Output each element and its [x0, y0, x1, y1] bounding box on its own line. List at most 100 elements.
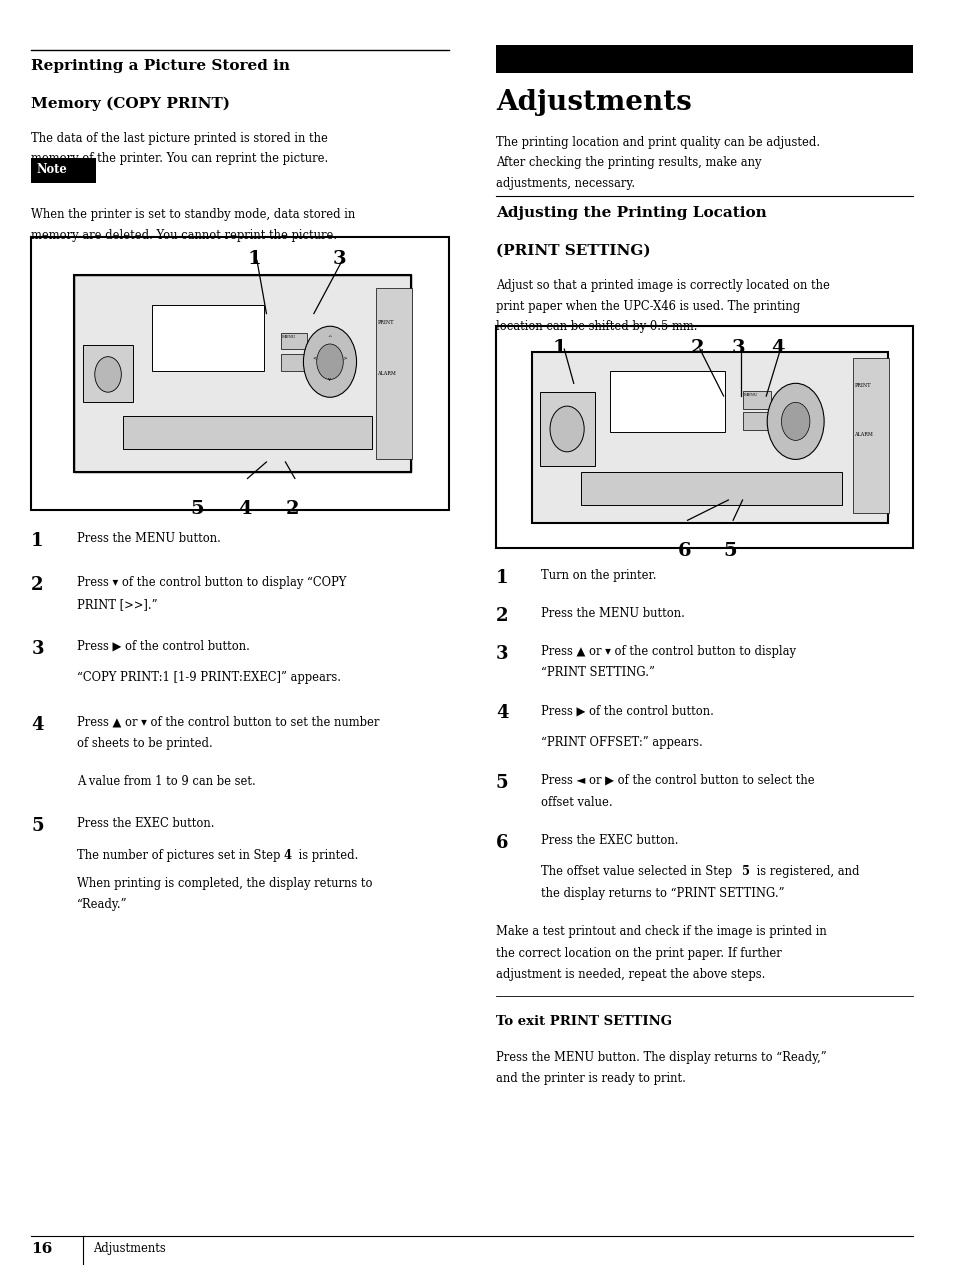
Bar	[741, 391, 770, 409]
Text: v: v	[327, 377, 330, 382]
Text: 4: 4	[496, 705, 508, 722]
Bar	[31, 158, 95, 183]
Bar	[123, 417, 372, 450]
Text: <: <	[312, 357, 316, 362]
Text: Press ▶ of the control button.: Press ▶ of the control button.	[541, 705, 714, 717]
Text: print paper when the UPC-X46 is used. The printing: print paper when the UPC-X46 is used. Th…	[496, 299, 800, 312]
Text: Adjusting the Printing Location: Adjusting the Printing Location	[496, 205, 766, 219]
Text: 5: 5	[31, 817, 44, 836]
Text: 2: 2	[496, 606, 508, 624]
Text: Reprinting a Picture Stored in: Reprinting a Picture Stored in	[31, 59, 290, 73]
Text: Press ▲ or ▾ of the control button to display: Press ▲ or ▾ of the control button to di…	[541, 645, 796, 657]
Text: 2: 2	[690, 339, 703, 357]
Circle shape	[766, 383, 823, 460]
Text: Adjustments: Adjustments	[92, 1242, 166, 1255]
Bar	[31, 237, 448, 510]
Text: The printing location and print quality can be adjusted.: The printing location and print quality …	[496, 136, 820, 149]
Text: adjustments, necessary.: adjustments, necessary.	[496, 177, 635, 190]
Bar	[532, 352, 886, 522]
Text: “Ready.”: “Ready.”	[76, 898, 127, 911]
Circle shape	[94, 357, 121, 392]
Bar	[496, 326, 912, 548]
Circle shape	[303, 326, 356, 397]
Text: 1: 1	[31, 531, 44, 549]
Text: “COPY PRINT:1 [1-9 PRINT:EXEC]” appears.: “COPY PRINT:1 [1-9 PRINT:EXEC]” appears.	[76, 671, 340, 684]
Text: is printed.: is printed.	[294, 848, 358, 861]
Bar	[280, 333, 307, 349]
Text: 3: 3	[730, 339, 744, 357]
Circle shape	[316, 344, 343, 380]
Text: ALARM: ALARM	[377, 371, 395, 376]
Circle shape	[550, 406, 583, 452]
Text: The data of the last picture printed is stored in the: The data of the last picture printed is …	[31, 132, 328, 145]
Text: To exit PRINT SETTING: To exit PRINT SETTING	[496, 1015, 671, 1028]
Text: Adjustments: Adjustments	[496, 89, 691, 116]
Text: 5: 5	[740, 865, 749, 878]
Text: Adjust so that a printed image is correctly located on the: Adjust so that a printed image is correc…	[496, 279, 829, 292]
Text: 4: 4	[237, 499, 252, 519]
Text: 1: 1	[553, 339, 566, 357]
Circle shape	[781, 403, 809, 441]
Text: Press the EXEC button.: Press the EXEC button.	[541, 833, 679, 847]
Text: 16: 16	[31, 1242, 52, 1256]
Bar	[609, 371, 724, 432]
Text: of sheets to be printed.: of sheets to be printed.	[76, 738, 213, 750]
Bar	[152, 304, 263, 371]
Text: When the printer is set to standby mode, data stored in: When the printer is set to standby mode,…	[31, 208, 355, 222]
Text: 5: 5	[722, 541, 737, 559]
Text: “PRINT SETTING.”: “PRINT SETTING.”	[541, 666, 655, 679]
Text: 4: 4	[31, 716, 44, 734]
Text: 1: 1	[496, 568, 508, 586]
Text: and the printer is ready to print.: and the printer is ready to print.	[496, 1073, 685, 1085]
Text: Press ◄ or ▶ of the control button to select the: Press ◄ or ▶ of the control button to se…	[541, 775, 814, 787]
Text: the display returns to “PRINT SETTING.”: the display returns to “PRINT SETTING.”	[541, 887, 784, 899]
Text: 4: 4	[770, 339, 783, 357]
Text: 3: 3	[496, 645, 508, 662]
Text: MENU: MENU	[281, 335, 295, 339]
Text: 2: 2	[285, 499, 298, 519]
Text: Press the MENU button.: Press the MENU button.	[76, 531, 220, 545]
Text: 1: 1	[247, 250, 261, 268]
Text: (PRINT SETTING): (PRINT SETTING)	[496, 243, 650, 257]
Bar	[741, 413, 770, 431]
Text: Turn on the printer.: Turn on the printer.	[541, 568, 657, 581]
Bar	[496, 45, 912, 73]
Bar	[280, 354, 307, 371]
Text: The number of pictures set in Step: The number of pictures set in Step	[76, 848, 283, 861]
Bar	[83, 345, 132, 403]
Text: Press the EXEC button.: Press the EXEC button.	[76, 817, 214, 831]
Text: Press the MENU button.: Press the MENU button.	[541, 606, 684, 619]
Text: 5: 5	[191, 499, 204, 519]
Text: 4: 4	[283, 848, 292, 861]
Bar	[73, 275, 410, 473]
Text: A value from 1 to 9 can be set.: A value from 1 to 9 can be set.	[76, 776, 255, 789]
Text: When printing is completed, the display returns to: When printing is completed, the display …	[76, 877, 372, 889]
Text: Press ▶ of the control button.: Press ▶ of the control button.	[76, 640, 250, 652]
Bar	[852, 358, 887, 512]
Text: Make a test printout and check if the image is printed in: Make a test printout and check if the im…	[496, 925, 826, 938]
Text: Press ▲ or ▾ of the control button to set the number: Press ▲ or ▾ of the control button to se…	[76, 716, 378, 729]
Text: 6: 6	[678, 541, 691, 559]
Text: Memory (COPY PRINT): Memory (COPY PRINT)	[31, 97, 230, 111]
Bar	[580, 473, 841, 505]
Text: 6: 6	[496, 833, 508, 851]
Text: the correct location on the print paper. If further: the correct location on the print paper.…	[496, 947, 781, 959]
Text: adjustment is needed, repeat the above steps.: adjustment is needed, repeat the above s…	[496, 968, 764, 981]
Text: offset value.: offset value.	[541, 795, 613, 809]
Text: Press ▾ of the control button to display “COPY: Press ▾ of the control button to display…	[76, 576, 346, 589]
Text: 2: 2	[31, 576, 44, 594]
Text: The offset value selected in Step: The offset value selected in Step	[541, 865, 736, 878]
Text: Note: Note	[36, 163, 67, 176]
Text: is registered, and: is registered, and	[752, 865, 859, 878]
Text: “PRINT OFFSET:” appears.: “PRINT OFFSET:” appears.	[541, 736, 702, 749]
Text: 3: 3	[31, 640, 44, 657]
Bar	[539, 392, 594, 466]
Text: memory of the printer. You can reprint the picture.: memory of the printer. You can reprint t…	[31, 153, 328, 166]
Text: location can be shifted by 0.5 mm.: location can be shifted by 0.5 mm.	[496, 320, 697, 333]
Text: MENU: MENU	[742, 394, 758, 397]
Text: memory are deleted. You cannot reprint the picture.: memory are deleted. You cannot reprint t…	[31, 228, 337, 242]
Text: PRINT: PRINT	[377, 320, 394, 325]
Text: 5: 5	[496, 775, 508, 792]
Text: PRINT [>>].”: PRINT [>>].”	[76, 598, 157, 610]
Text: 3: 3	[333, 250, 346, 268]
